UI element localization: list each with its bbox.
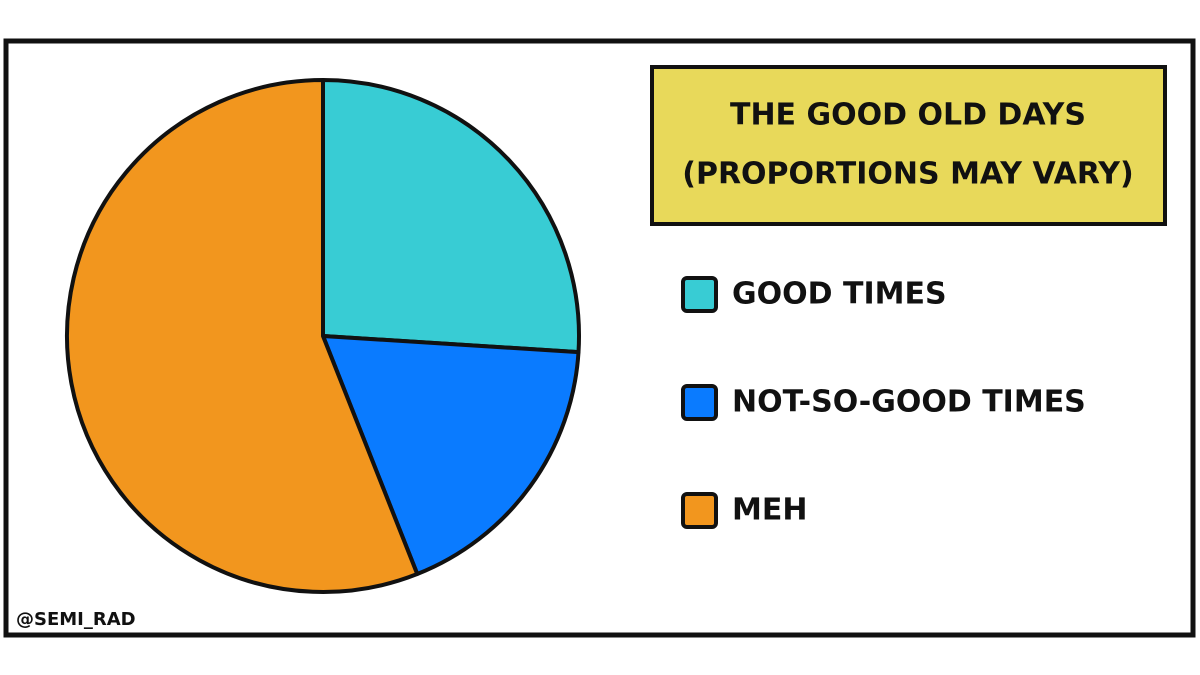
legend-label: GOOD TIMES [732,277,947,312]
chart-title: THE GOOD OLD DAYS [730,98,1086,133]
legend-label: NOT-SO-GOOD TIMES [732,385,1086,420]
credit: @SEMI_RAD [16,609,136,630]
legend-swatch [681,492,718,529]
title-box [650,65,1167,226]
legend-swatch [681,384,718,421]
legend-swatch [681,276,718,313]
legend: GOOD TIMES NOT-SO-GOOD TIMES MEH [681,276,1086,529]
pie [65,78,581,594]
pie-slice [65,78,420,594]
pie-slice [321,334,581,577]
chart-subtitle: (PROPORTIONS MAY VARY) [682,157,1134,192]
pie-slice [321,78,581,355]
legend-label: MEH [732,493,807,528]
